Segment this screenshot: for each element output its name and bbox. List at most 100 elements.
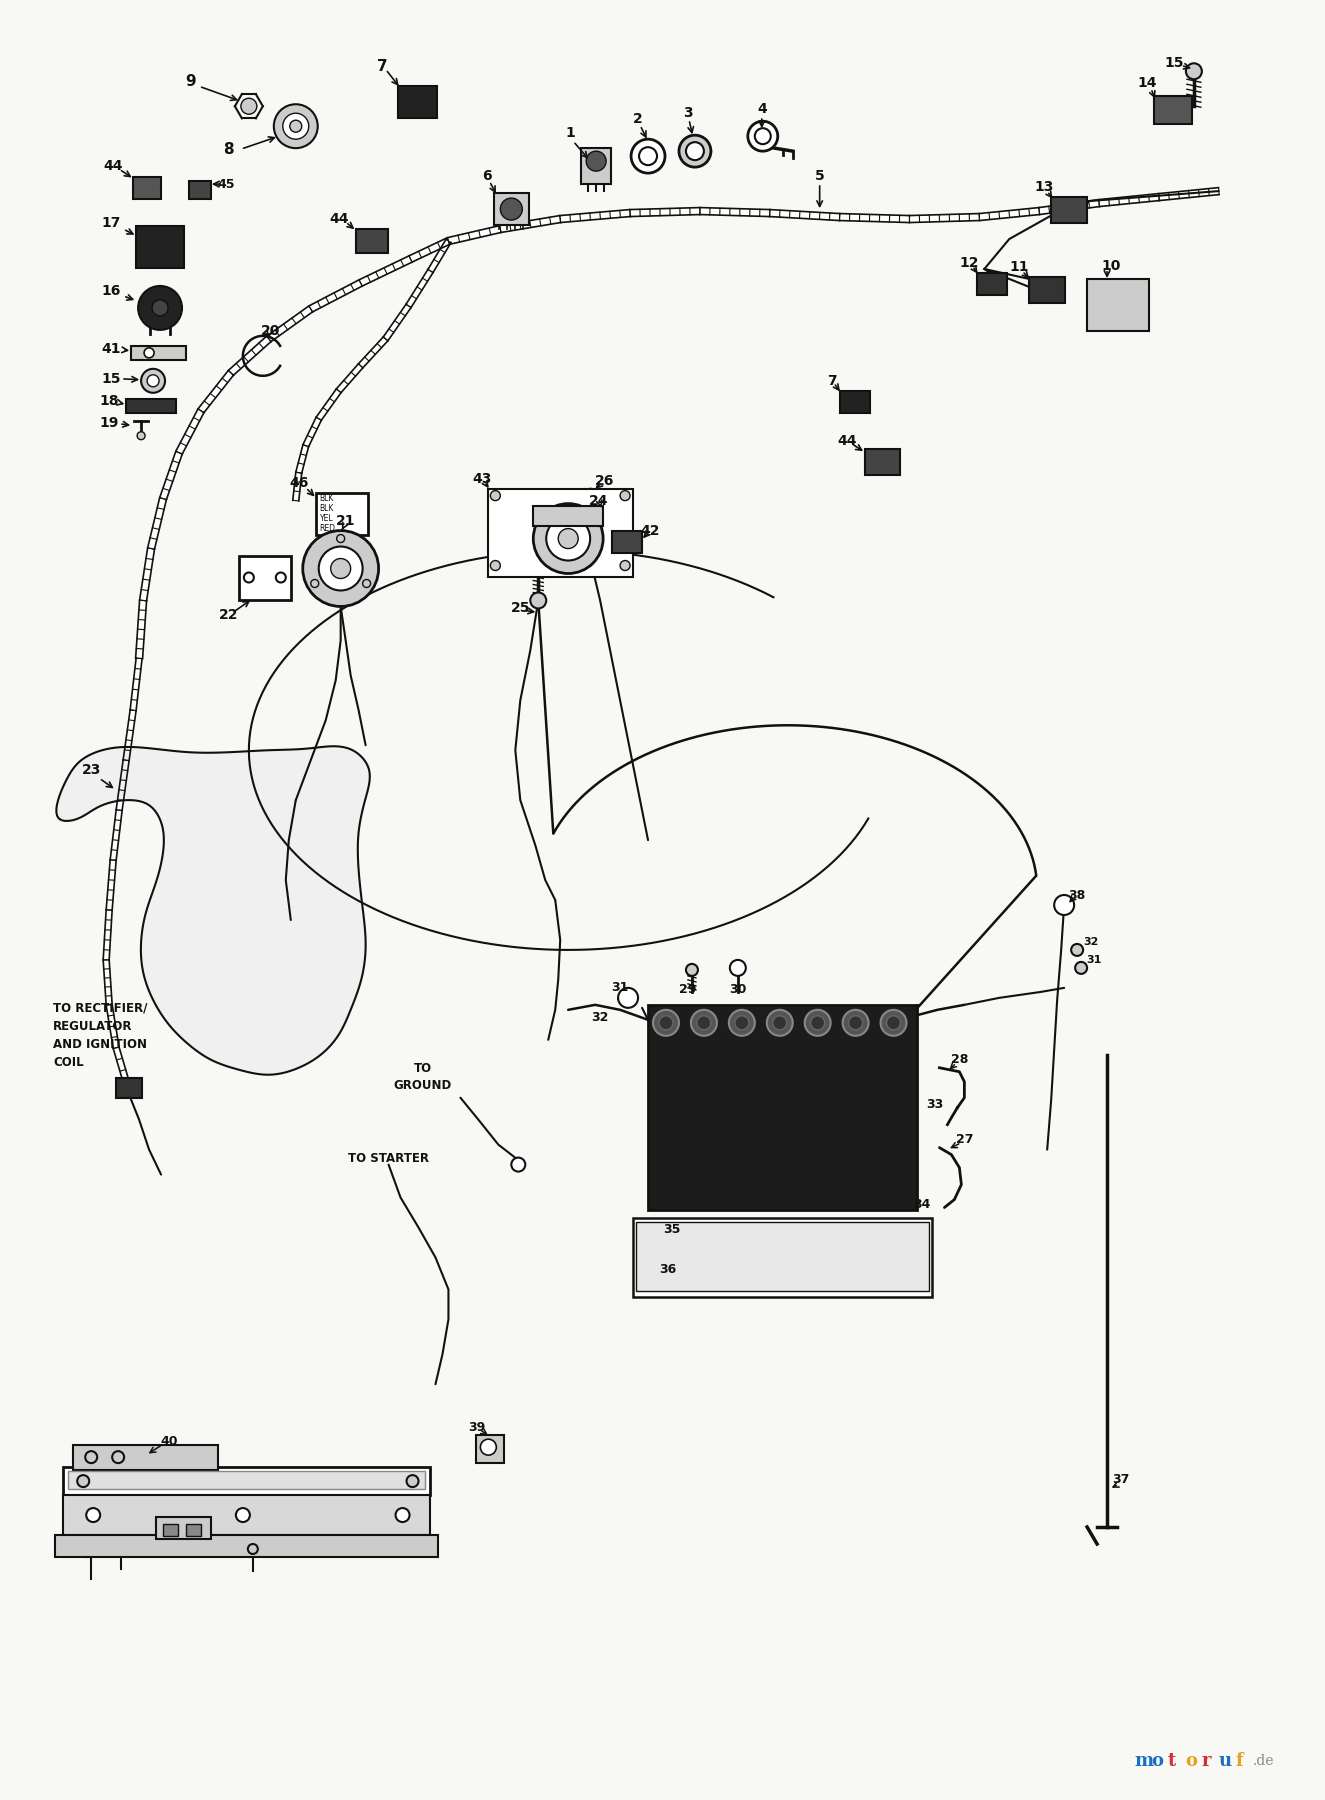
Text: 44: 44 — [837, 434, 857, 448]
Bar — [1086, 279, 1149, 331]
Text: RED: RED — [319, 524, 335, 533]
Text: 17: 17 — [102, 216, 121, 230]
Circle shape — [77, 1476, 89, 1487]
Bar — [117, 1078, 142, 1098]
Polygon shape — [293, 472, 302, 500]
Circle shape — [886, 1015, 901, 1030]
Circle shape — [881, 1010, 906, 1035]
Circle shape — [678, 135, 712, 167]
Polygon shape — [176, 409, 204, 454]
Polygon shape — [57, 747, 370, 1075]
Text: 24: 24 — [588, 493, 608, 508]
Text: m: m — [1134, 1751, 1153, 1769]
Polygon shape — [317, 389, 341, 421]
Polygon shape — [979, 207, 1040, 221]
Circle shape — [772, 1015, 787, 1030]
Text: 36: 36 — [660, 1264, 677, 1276]
Polygon shape — [199, 371, 233, 412]
Circle shape — [586, 151, 606, 171]
Bar — [1154, 95, 1192, 124]
Circle shape — [1186, 63, 1202, 79]
Text: 6: 6 — [482, 169, 492, 184]
Text: u: u — [1219, 1751, 1232, 1769]
Bar — [136, 227, 184, 268]
Circle shape — [319, 547, 363, 590]
Text: TO
GROUND: TO GROUND — [394, 1062, 452, 1093]
Text: 37: 37 — [1113, 1472, 1130, 1485]
Text: 5: 5 — [815, 169, 824, 184]
Circle shape — [546, 517, 590, 560]
Text: t: t — [1167, 1751, 1177, 1769]
Text: 9: 9 — [186, 74, 196, 88]
Circle shape — [236, 1508, 250, 1523]
Text: 32: 32 — [591, 1012, 608, 1024]
Circle shape — [1071, 943, 1083, 956]
Bar — [126, 400, 176, 412]
Bar — [533, 506, 603, 526]
Text: 4: 4 — [757, 103, 767, 117]
Text: 42: 42 — [640, 524, 660, 538]
Circle shape — [747, 121, 778, 151]
Bar — [315, 493, 367, 535]
Bar — [69, 1471, 425, 1489]
Bar — [840, 391, 869, 412]
Text: o: o — [1151, 1751, 1163, 1769]
Text: o: o — [1185, 1751, 1196, 1769]
Text: 23: 23 — [82, 763, 101, 778]
Text: 39: 39 — [468, 1420, 485, 1433]
Circle shape — [697, 1015, 712, 1030]
Polygon shape — [359, 256, 412, 286]
Circle shape — [843, 1010, 869, 1035]
Text: 40: 40 — [160, 1435, 178, 1447]
Polygon shape — [117, 760, 129, 810]
Polygon shape — [135, 599, 147, 659]
Text: 26: 26 — [595, 473, 613, 488]
Circle shape — [501, 198, 522, 220]
Bar — [186, 1525, 201, 1535]
Circle shape — [582, 502, 598, 518]
Polygon shape — [500, 216, 560, 232]
Circle shape — [248, 1544, 258, 1553]
Polygon shape — [113, 1048, 129, 1082]
Text: 45: 45 — [217, 178, 235, 191]
Circle shape — [659, 1015, 673, 1030]
Text: 15: 15 — [102, 373, 121, 385]
Text: 21: 21 — [337, 513, 355, 527]
Text: 27: 27 — [955, 1134, 973, 1147]
Text: 2: 2 — [633, 112, 643, 126]
Circle shape — [276, 572, 286, 583]
Polygon shape — [139, 547, 155, 601]
Polygon shape — [770, 209, 840, 221]
Text: 31: 31 — [1086, 956, 1102, 965]
Circle shape — [363, 580, 371, 587]
Polygon shape — [629, 207, 700, 216]
Circle shape — [848, 1015, 863, 1030]
Text: 29: 29 — [680, 983, 697, 997]
Circle shape — [302, 531, 379, 607]
Polygon shape — [409, 238, 451, 263]
Bar — [612, 531, 643, 553]
Text: 20: 20 — [261, 324, 281, 338]
Bar — [636, 1222, 929, 1291]
Bar — [131, 346, 186, 360]
Bar — [633, 1217, 933, 1298]
Polygon shape — [1158, 187, 1219, 200]
Polygon shape — [1098, 194, 1159, 207]
Text: 30: 30 — [729, 983, 746, 997]
Polygon shape — [428, 239, 451, 272]
Polygon shape — [147, 499, 167, 549]
Polygon shape — [106, 1004, 119, 1048]
Circle shape — [811, 1015, 824, 1030]
Text: 34: 34 — [913, 1199, 930, 1211]
Text: BLK: BLK — [319, 504, 334, 513]
Circle shape — [1075, 961, 1086, 974]
Circle shape — [620, 491, 631, 500]
Bar — [156, 1517, 211, 1539]
Polygon shape — [840, 214, 909, 223]
Polygon shape — [405, 270, 433, 308]
Text: 41: 41 — [102, 342, 121, 356]
Polygon shape — [123, 709, 136, 761]
Text: YEL: YEL — [319, 513, 334, 522]
Polygon shape — [103, 959, 113, 1004]
Polygon shape — [560, 209, 631, 223]
